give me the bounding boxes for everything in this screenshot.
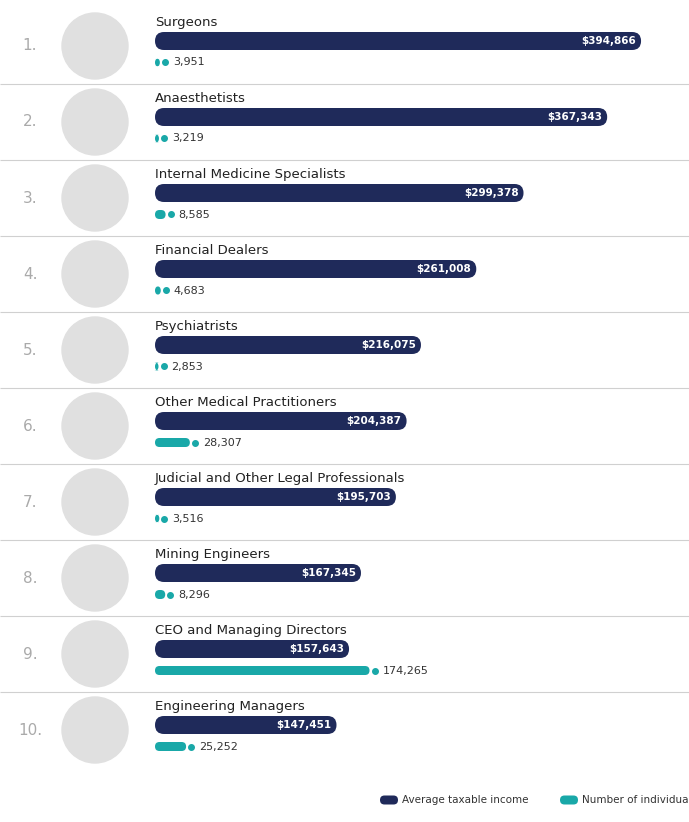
Text: $167,345: $167,345: [301, 568, 356, 578]
Circle shape: [62, 545, 128, 611]
Text: CEO and Managing Directors: CEO and Managing Directors: [155, 624, 347, 637]
FancyBboxPatch shape: [155, 564, 361, 582]
Text: 174,265: 174,265: [382, 666, 429, 676]
Text: 3,516: 3,516: [172, 514, 204, 524]
FancyBboxPatch shape: [155, 184, 524, 202]
FancyBboxPatch shape: [155, 412, 407, 430]
FancyBboxPatch shape: [380, 796, 398, 805]
Text: 6.: 6.: [23, 418, 37, 433]
Text: 10.: 10.: [18, 723, 42, 737]
FancyBboxPatch shape: [155, 438, 190, 447]
Text: $216,075: $216,075: [361, 340, 416, 350]
Text: 4.: 4.: [23, 266, 37, 281]
Text: Average taxable income: Average taxable income: [402, 795, 528, 805]
Circle shape: [62, 697, 128, 763]
Text: $157,643: $157,643: [289, 644, 344, 654]
FancyBboxPatch shape: [155, 210, 165, 219]
Text: $394,866: $394,866: [582, 36, 636, 46]
Circle shape: [62, 621, 128, 687]
Circle shape: [62, 393, 128, 459]
FancyBboxPatch shape: [155, 286, 161, 295]
Text: Anaesthetists: Anaesthetists: [155, 92, 246, 105]
FancyBboxPatch shape: [155, 260, 476, 278]
Text: $204,387: $204,387: [347, 416, 402, 426]
FancyBboxPatch shape: [154, 134, 159, 143]
FancyBboxPatch shape: [154, 362, 159, 371]
Text: Judicial and Other Legal Professionals: Judicial and Other Legal Professionals: [155, 472, 405, 485]
Circle shape: [62, 317, 128, 383]
Text: Surgeons: Surgeons: [155, 16, 217, 29]
Text: 3.: 3.: [23, 191, 37, 206]
Text: Financial Dealers: Financial Dealers: [155, 244, 269, 257]
Text: 3,951: 3,951: [173, 58, 205, 67]
Text: 9.: 9.: [23, 646, 37, 662]
Text: 2.: 2.: [23, 114, 37, 130]
Text: Engineering Managers: Engineering Managers: [155, 700, 305, 713]
FancyBboxPatch shape: [155, 108, 607, 126]
Circle shape: [62, 165, 128, 231]
Text: $261,008: $261,008: [417, 264, 471, 274]
Text: Internal Medicine Specialists: Internal Medicine Specialists: [155, 168, 345, 181]
FancyBboxPatch shape: [155, 336, 421, 354]
Text: 1.: 1.: [23, 39, 37, 53]
Text: 28,307: 28,307: [203, 437, 242, 447]
Text: Mining Engineers: Mining Engineers: [155, 548, 270, 561]
Text: 7.: 7.: [23, 495, 37, 510]
FancyBboxPatch shape: [155, 666, 369, 675]
FancyBboxPatch shape: [155, 514, 159, 523]
Text: 8,296: 8,296: [178, 589, 210, 599]
Text: $367,343: $367,343: [547, 112, 602, 122]
Text: 2,853: 2,853: [172, 362, 203, 372]
FancyBboxPatch shape: [155, 32, 641, 50]
FancyBboxPatch shape: [155, 488, 396, 506]
FancyBboxPatch shape: [155, 742, 186, 751]
Text: 4,683: 4,683: [174, 285, 205, 295]
Text: $147,451: $147,451: [276, 720, 331, 730]
FancyBboxPatch shape: [155, 716, 336, 734]
FancyBboxPatch shape: [560, 796, 578, 805]
Text: 8.: 8.: [23, 570, 37, 585]
FancyBboxPatch shape: [155, 58, 160, 67]
Text: $195,703: $195,703: [336, 492, 391, 502]
Text: Other Medical Practitioners: Other Medical Practitioners: [155, 396, 337, 409]
Circle shape: [62, 241, 128, 307]
Text: 8,585: 8,585: [178, 210, 210, 219]
Circle shape: [62, 89, 128, 155]
Circle shape: [62, 13, 128, 79]
Text: 5.: 5.: [23, 343, 37, 358]
Text: $299,378: $299,378: [464, 188, 519, 198]
Circle shape: [62, 469, 128, 535]
Text: 25,252: 25,252: [199, 741, 238, 751]
Text: Number of individuals: Number of individuals: [582, 795, 689, 805]
FancyBboxPatch shape: [155, 640, 349, 658]
Text: Psychiatrists: Psychiatrists: [155, 320, 239, 333]
Text: 3,219: 3,219: [172, 133, 204, 144]
FancyBboxPatch shape: [155, 590, 165, 599]
